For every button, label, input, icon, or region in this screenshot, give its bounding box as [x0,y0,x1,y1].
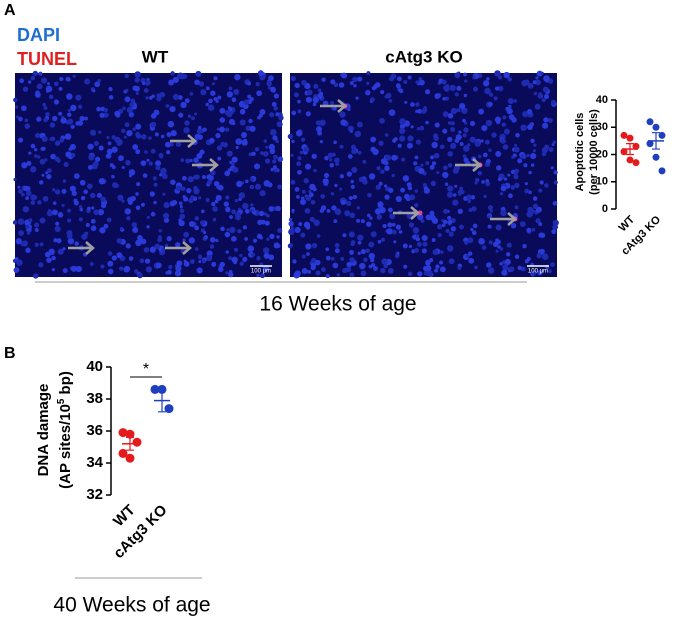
y-tick-label: 38 [86,390,103,407]
y-tick-label: 34 [86,454,103,471]
micrograph [12,70,284,279]
error-bar [652,132,660,150]
arrows [68,99,517,255]
data-point [632,142,640,150]
data-point [125,429,135,439]
y-tick-label: 0 [602,203,608,215]
y-tick-label: 30 [596,121,608,133]
stain-label: DAPI [17,25,60,45]
data-point [125,453,135,463]
image-title: cAtg3 KO [385,47,462,66]
data-point [658,167,666,175]
label-part: 5 [56,398,67,404]
y-axis-label: Apoptotic cells [574,113,586,192]
data-point [118,428,128,438]
y-axis-label: (per 10000 cells) [588,109,600,195]
label-part: (per 10000 cells) [588,109,600,195]
error-bar [126,436,134,451]
stain-label: TUNEL [17,49,77,69]
data-point [646,140,654,148]
y-tick-label: 20 [596,148,608,160]
image-title: WT [142,47,169,66]
y-tick-label: 32 [86,486,103,503]
significance-label: * [143,361,149,378]
data-point [620,131,628,139]
data-point [626,156,634,164]
y-tick-label: 40 [86,358,103,375]
error-bar [626,143,634,156]
caption: 40 Weeks of age [53,594,210,617]
y-tick-label: 40 [596,94,608,106]
data-point [652,153,660,161]
data-point [118,448,128,458]
data-point [150,384,160,394]
y-tick-label: 36 [86,422,103,439]
data-point [652,123,660,131]
x-tick-label: WT [617,213,638,234]
data-point [132,437,142,447]
data-point [632,159,640,167]
label-part: bp) [57,371,74,399]
panel-label: B [4,345,16,362]
data-point [658,131,666,139]
micrograph [287,70,559,279]
error-bar [158,388,166,413]
data-point [646,118,654,126]
data-point [164,404,174,414]
scale-bar-label: 100 μm [528,269,548,275]
caption: 16 Weeks of age [259,293,416,316]
y-axis-label: DNA damage [35,384,52,477]
data-point [620,148,628,156]
y-axis-label: (AP sites/105 bp) [56,371,74,489]
scale-bar-label: 100 μm [251,269,271,275]
data-point [626,134,634,142]
y-tick-label: 10 [596,176,608,188]
panel-label: A [4,2,16,19]
label-part: (AP sites/10 [57,404,74,489]
